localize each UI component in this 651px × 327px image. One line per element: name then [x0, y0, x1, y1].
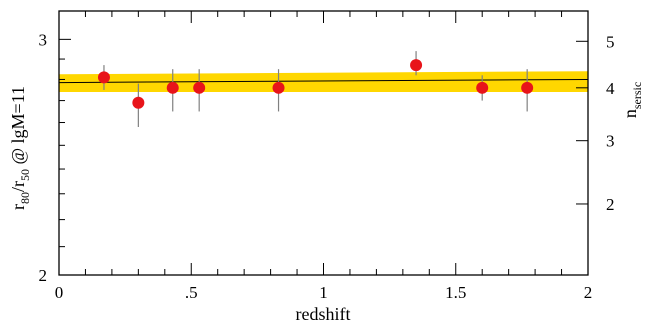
y-right-tick-label-1: 3	[606, 132, 615, 151]
y-left-tick-label-1: 3	[39, 30, 48, 49]
data-point-3	[193, 81, 206, 94]
data-point-5	[410, 59, 423, 72]
plot-frame	[58, 10, 589, 276]
x-tick-label-0: 0	[55, 283, 64, 302]
y-left-main: r	[8, 204, 28, 210]
data-point-4	[272, 81, 285, 94]
data-point-layer	[97, 59, 534, 109]
x-tick-label-4: 2	[584, 283, 593, 302]
data-point-6	[476, 81, 489, 94]
y-right-tick-label-3: 5	[606, 32, 615, 51]
data-point-2	[166, 81, 179, 94]
y-left-slash: /r	[8, 181, 28, 192]
x-tick-label-3: 1.5	[445, 283, 466, 302]
x-axis-title: redshift	[296, 304, 351, 324]
tick-label-layer: 0 .5 1 1.5 2 2 3 2 3 4 5	[39, 30, 616, 302]
y-right-main: n	[620, 109, 640, 118]
data-point-1	[132, 96, 145, 109]
x-tick-label-2: 1	[319, 283, 328, 302]
y-right-tick-label-2: 4	[606, 79, 615, 98]
data-point-0	[97, 71, 110, 84]
confidence-band	[59, 71, 588, 93]
tick-layer	[58, 11, 589, 276]
data-point-7	[521, 81, 534, 94]
x-tick-label-1: .5	[185, 283, 198, 302]
y-left-tick-label-0: 2	[39, 266, 48, 285]
confidence-band-layer	[59, 71, 588, 93]
y-left-sub2: 50	[18, 169, 32, 181]
fit-line	[58, 78, 589, 84]
y-axis-title-left: r80/r50 @ lgM=11	[8, 86, 32, 210]
y-left-sub1: 80	[18, 192, 32, 204]
y-left-suffix: @ lgM=11	[8, 86, 28, 169]
fit-line-layer	[58, 78, 589, 84]
y-axis-title-right: nsersic	[620, 82, 644, 118]
y-right-tick-label-0: 2	[606, 195, 615, 214]
y-right-sub: sersic	[630, 82, 644, 109]
